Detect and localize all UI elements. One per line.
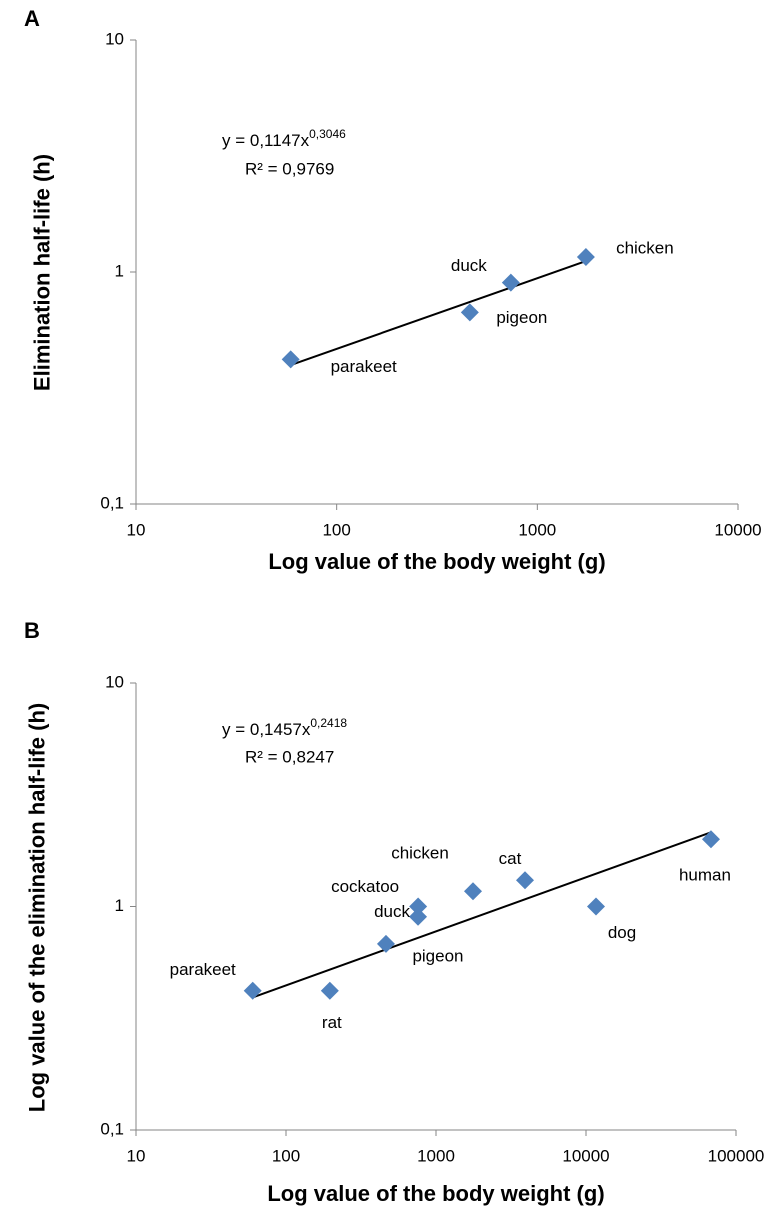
x-tick-label: 1000	[518, 520, 556, 539]
point-label: parakeet	[331, 357, 397, 376]
x-axis-title: Log value of the body weight (g)	[268, 549, 605, 574]
point-label: pigeon	[496, 308, 547, 327]
x-tick-label: 10000	[562, 1146, 609, 1165]
panel-label: B	[24, 618, 40, 643]
r-squared: R² = 0,9769	[245, 159, 334, 178]
point-label: cat	[499, 849, 522, 868]
x-tick-label: 100	[322, 520, 350, 539]
point-label: pigeon	[412, 946, 463, 965]
y-tick-label: 10	[105, 672, 124, 691]
data-point	[515, 871, 534, 890]
trend-equation: y = 0,1147x0,3046	[222, 127, 346, 150]
trend-equation: y = 0,1457x0,2418	[222, 716, 347, 739]
point-label: duck	[451, 256, 487, 275]
panel-label: A	[24, 6, 40, 31]
y-axis-title: Elimination half-life (h)	[29, 153, 55, 391]
point-label: parakeet	[170, 960, 236, 979]
data-point	[320, 981, 339, 1000]
point-label: dog	[608, 923, 636, 942]
point-label: chicken	[391, 844, 449, 863]
data-point	[243, 981, 262, 1000]
x-tick-label: 10000	[714, 520, 761, 539]
x-tick-label: 10	[127, 520, 146, 539]
x-tick-label: 100000	[708, 1146, 765, 1165]
trendline	[290, 260, 587, 366]
r-squared: R² = 0,8247	[245, 747, 334, 766]
equation-exponent: 0,3046	[309, 127, 346, 141]
y-tick-label: 0,1	[100, 493, 124, 512]
trendline	[252, 831, 712, 999]
point-label: rat	[322, 1013, 342, 1032]
data-point	[587, 897, 606, 916]
point-label: cockatoo	[331, 877, 399, 896]
x-tick-label: 1000	[417, 1146, 455, 1165]
equation-exponent: 0,2418	[310, 716, 347, 730]
y-tick-label: 0,1	[100, 1119, 124, 1138]
equation-text: y = 0,1147x	[222, 131, 310, 150]
data-point	[376, 934, 395, 953]
x-tick-label: 100	[272, 1146, 300, 1165]
equation-text: y = 0,1457x	[222, 720, 311, 739]
point-label: human	[679, 866, 731, 885]
data-point	[409, 897, 428, 916]
y-tick-label: 1	[115, 261, 124, 280]
x-tick-label: 10	[127, 1146, 146, 1165]
point-label: chicken	[616, 239, 674, 258]
y-axis-title: Log value of the elimination half-life (…	[24, 702, 50, 1112]
data-point	[409, 907, 428, 926]
y-tick-label: 10	[105, 29, 124, 48]
x-axis-title: Log value of the body weight (g)	[267, 1181, 604, 1206]
data-point	[460, 303, 479, 322]
data-point	[501, 273, 520, 292]
data-point	[281, 350, 300, 369]
data-point	[464, 882, 483, 901]
point-label: duck	[374, 902, 410, 921]
data-point	[576, 248, 595, 267]
data-point	[701, 830, 720, 849]
y-tick-label: 1	[115, 896, 124, 915]
